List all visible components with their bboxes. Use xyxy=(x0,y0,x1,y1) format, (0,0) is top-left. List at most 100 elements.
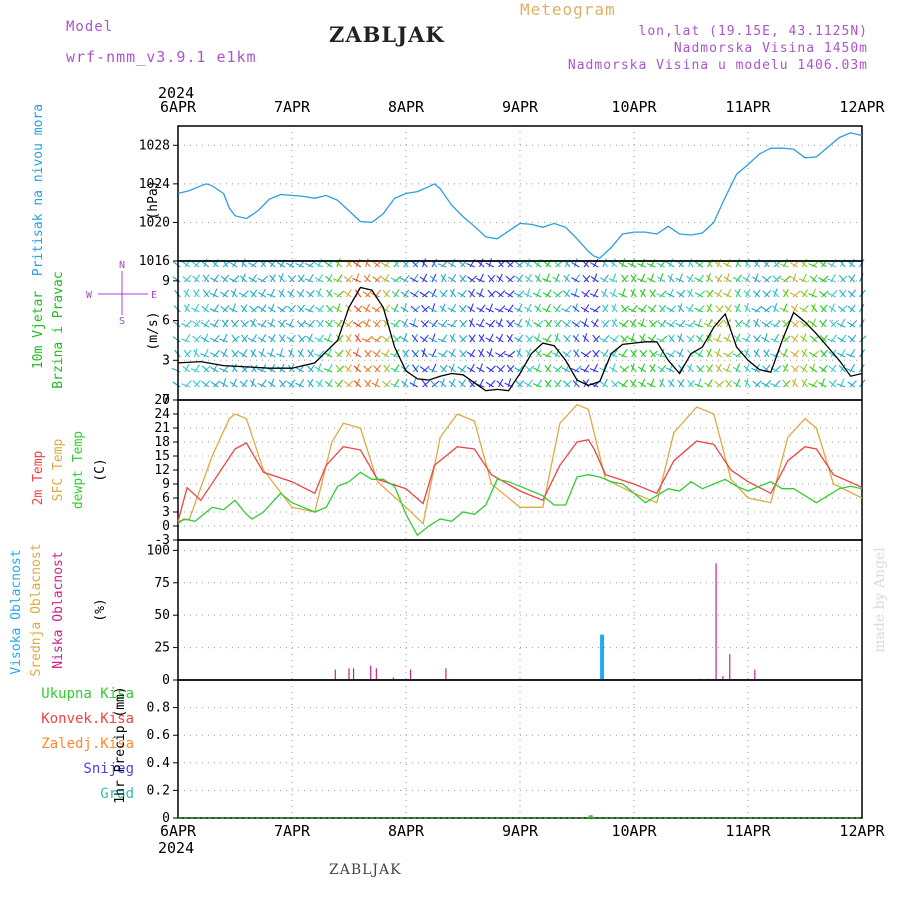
wind-arrow xyxy=(666,352,675,358)
wind-arrow xyxy=(171,367,181,373)
wind-arrow xyxy=(678,289,686,298)
wind-arrow xyxy=(384,379,391,388)
wind-arrow xyxy=(308,364,315,373)
wind-arrow xyxy=(182,365,191,373)
wind-arrow xyxy=(763,349,770,358)
wind-arrow xyxy=(297,349,305,358)
bottom-date-label: 8APR xyxy=(388,822,425,840)
wind-arrow xyxy=(412,349,420,358)
wind-arrow xyxy=(648,319,656,328)
wind-arrow xyxy=(277,366,286,373)
wind-arrow xyxy=(821,378,825,388)
wind-arrow xyxy=(524,275,533,283)
wind-arrow xyxy=(488,290,497,298)
wind-arrow xyxy=(336,319,344,328)
wind-arrow xyxy=(677,335,685,343)
wind-arrow xyxy=(752,290,761,298)
y-tick-label: 24 xyxy=(154,407,170,422)
wind-arrow xyxy=(327,379,333,388)
wind-arrow xyxy=(468,334,476,343)
wind-arrow xyxy=(859,335,867,343)
wind-arrow xyxy=(297,274,305,283)
wind-arrow xyxy=(431,303,436,313)
lonlat-label: lon,lat (19.15E, 43.1125N) xyxy=(638,24,868,39)
wind-arrow xyxy=(353,305,362,313)
wind-arrow xyxy=(555,290,563,298)
wind-arrow xyxy=(209,308,219,313)
wind-arrow xyxy=(733,335,742,343)
wind-arrow xyxy=(475,323,485,328)
wind-arrow xyxy=(552,352,561,358)
wind-arrow xyxy=(694,383,703,388)
wind-arrow xyxy=(232,335,240,343)
wind-arrow xyxy=(362,321,371,328)
wind-arrow xyxy=(209,337,219,343)
temp-unit: (C) xyxy=(93,458,108,481)
wind-arrow xyxy=(517,274,524,283)
wind-arrow xyxy=(344,365,352,373)
wind-arrow xyxy=(355,348,359,358)
wind-arrow xyxy=(828,305,837,313)
wind-arrow xyxy=(279,319,286,328)
wind-arrow xyxy=(354,289,362,298)
wind-arrow xyxy=(374,305,382,313)
wind-arrow xyxy=(770,353,779,358)
top-date-label: 9APR xyxy=(502,98,539,116)
wind-arrow xyxy=(743,365,751,373)
wind-arrow xyxy=(409,277,419,283)
wind-arrow xyxy=(295,367,305,373)
wind-arrow xyxy=(422,320,430,328)
model-elevation-label: Nadmorska Visina u modelu 1406.03m xyxy=(567,58,868,73)
wind-arrow xyxy=(713,338,722,343)
wind-arrow xyxy=(618,382,628,388)
wind-arrow xyxy=(726,273,730,283)
wind-arrow xyxy=(447,323,456,328)
wind-arrow xyxy=(818,366,827,373)
wind-arrow xyxy=(657,321,666,328)
wind-arrow xyxy=(181,383,190,388)
wind-arrow xyxy=(526,318,531,328)
wind-arrow xyxy=(599,337,609,343)
wind-arrow xyxy=(485,381,495,388)
wind-arrow xyxy=(677,364,685,373)
wind-arrow xyxy=(194,303,200,313)
wind-arrow xyxy=(536,258,541,268)
wind-arrow xyxy=(744,349,751,358)
wind-arrow xyxy=(250,364,257,373)
wind-arrow xyxy=(581,321,590,328)
wind-arrow xyxy=(684,323,694,328)
wind-arrow xyxy=(428,337,438,343)
wind-arrow xyxy=(345,334,352,343)
wind-arrow xyxy=(381,307,390,313)
wind-arrow xyxy=(285,262,295,268)
bottom-year-label: 2024 xyxy=(158,839,194,857)
wind-arrow xyxy=(678,348,684,358)
wind-arrow xyxy=(849,320,857,328)
wind-arrow xyxy=(818,260,827,268)
wind-arrow xyxy=(172,381,181,388)
wind-arrow xyxy=(542,292,552,298)
wind-arrow xyxy=(649,289,656,298)
wind-arrow xyxy=(430,380,438,388)
wind-arrow xyxy=(840,334,847,343)
wind-arrow xyxy=(799,307,808,313)
wind-arrow xyxy=(419,336,428,343)
wind-arrow xyxy=(429,275,438,283)
wind-arrow xyxy=(782,364,789,373)
wind-arrow xyxy=(334,321,343,328)
dew-axis-label: dewpt Temp xyxy=(71,431,86,509)
wind-arrow xyxy=(694,261,704,268)
precip-bar xyxy=(588,815,593,818)
wind-arrow xyxy=(618,321,628,328)
wind-arrow xyxy=(697,274,705,283)
wind-arrow xyxy=(524,261,533,268)
wind-arrow xyxy=(562,320,571,328)
wind-arrow xyxy=(666,292,675,298)
wind-arrow xyxy=(666,322,675,328)
wind-arrow xyxy=(772,290,780,298)
wind-arrow xyxy=(536,320,544,328)
wind-arrow xyxy=(792,290,801,298)
wind-arrow xyxy=(650,320,658,328)
wind-arrow xyxy=(374,378,379,388)
y-tick-label: 0 xyxy=(162,519,170,534)
